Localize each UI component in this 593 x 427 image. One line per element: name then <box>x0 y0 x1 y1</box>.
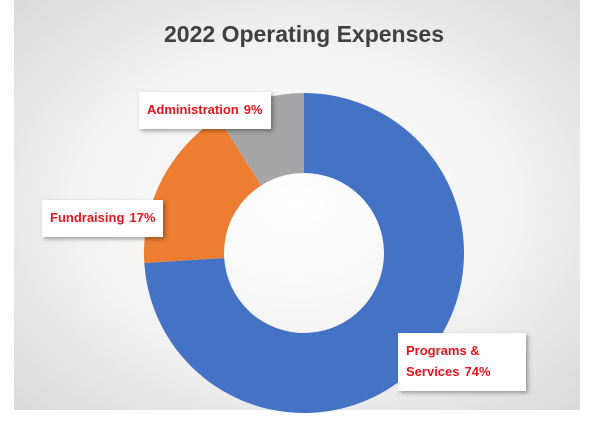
donut-slice <box>144 93 464 413</box>
chart-title: 2022 Operating Expenses <box>164 21 444 47</box>
donut-slice <box>144 117 262 264</box>
data-label: Fundraising 17% <box>42 200 164 237</box>
value-label: 17% <box>129 210 156 225</box>
category-label: Administration <box>147 102 239 117</box>
data-label: Administration 9% <box>139 92 271 129</box>
category-label: Programs & Services <box>406 343 480 379</box>
value-label: 9% <box>243 102 263 117</box>
value-label: 74% <box>464 363 491 379</box>
data-label: Programs & Services 74% <box>398 333 526 391</box>
category-label: Fundraising <box>50 210 125 225</box>
